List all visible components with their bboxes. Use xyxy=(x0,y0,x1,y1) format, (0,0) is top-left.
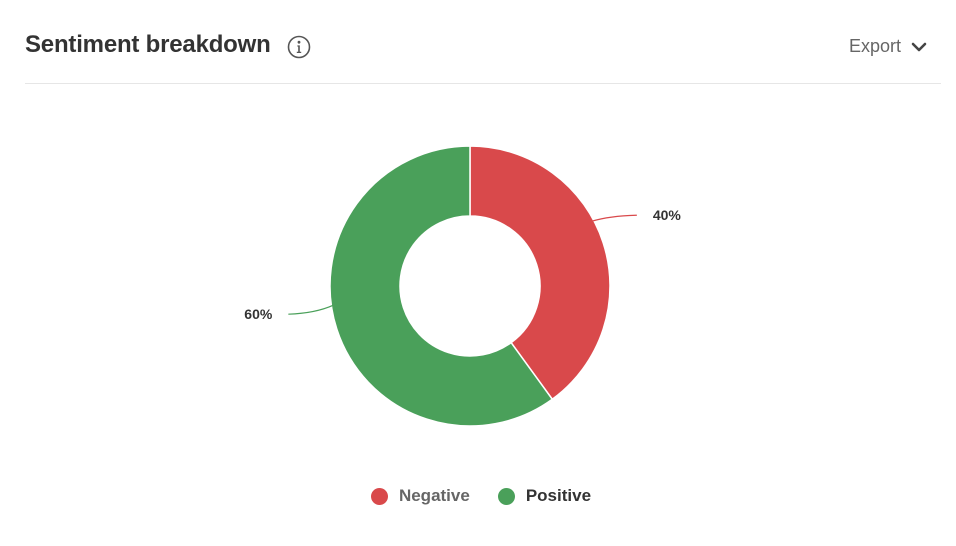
legend-label: Positive xyxy=(525,486,592,505)
chevron-down-icon xyxy=(911,42,927,51)
data-label-positive: 60% xyxy=(244,306,273,322)
chart-legend: Negative Positive xyxy=(0,486,956,506)
data-label-negative: 40% xyxy=(653,207,682,223)
info-icon[interactable] xyxy=(287,35,311,59)
export-label: Export xyxy=(848,36,901,56)
card-header: Sentiment breakdown Export xyxy=(25,0,941,84)
legend-marker xyxy=(370,487,388,505)
slice-positive[interactable] xyxy=(329,145,554,427)
legend-label: Negative xyxy=(398,486,470,505)
connector-negative xyxy=(591,214,637,222)
legend-item-positive[interactable]: Positive xyxy=(497,486,592,506)
legend-item-negative[interactable]: Negative xyxy=(370,486,470,506)
chart-title: Sentiment breakdown xyxy=(25,31,271,58)
legend-marker xyxy=(497,487,515,505)
export-button[interactable]: Export xyxy=(849,36,927,57)
slice-negative[interactable] xyxy=(469,145,611,401)
connector-positive xyxy=(288,304,334,315)
